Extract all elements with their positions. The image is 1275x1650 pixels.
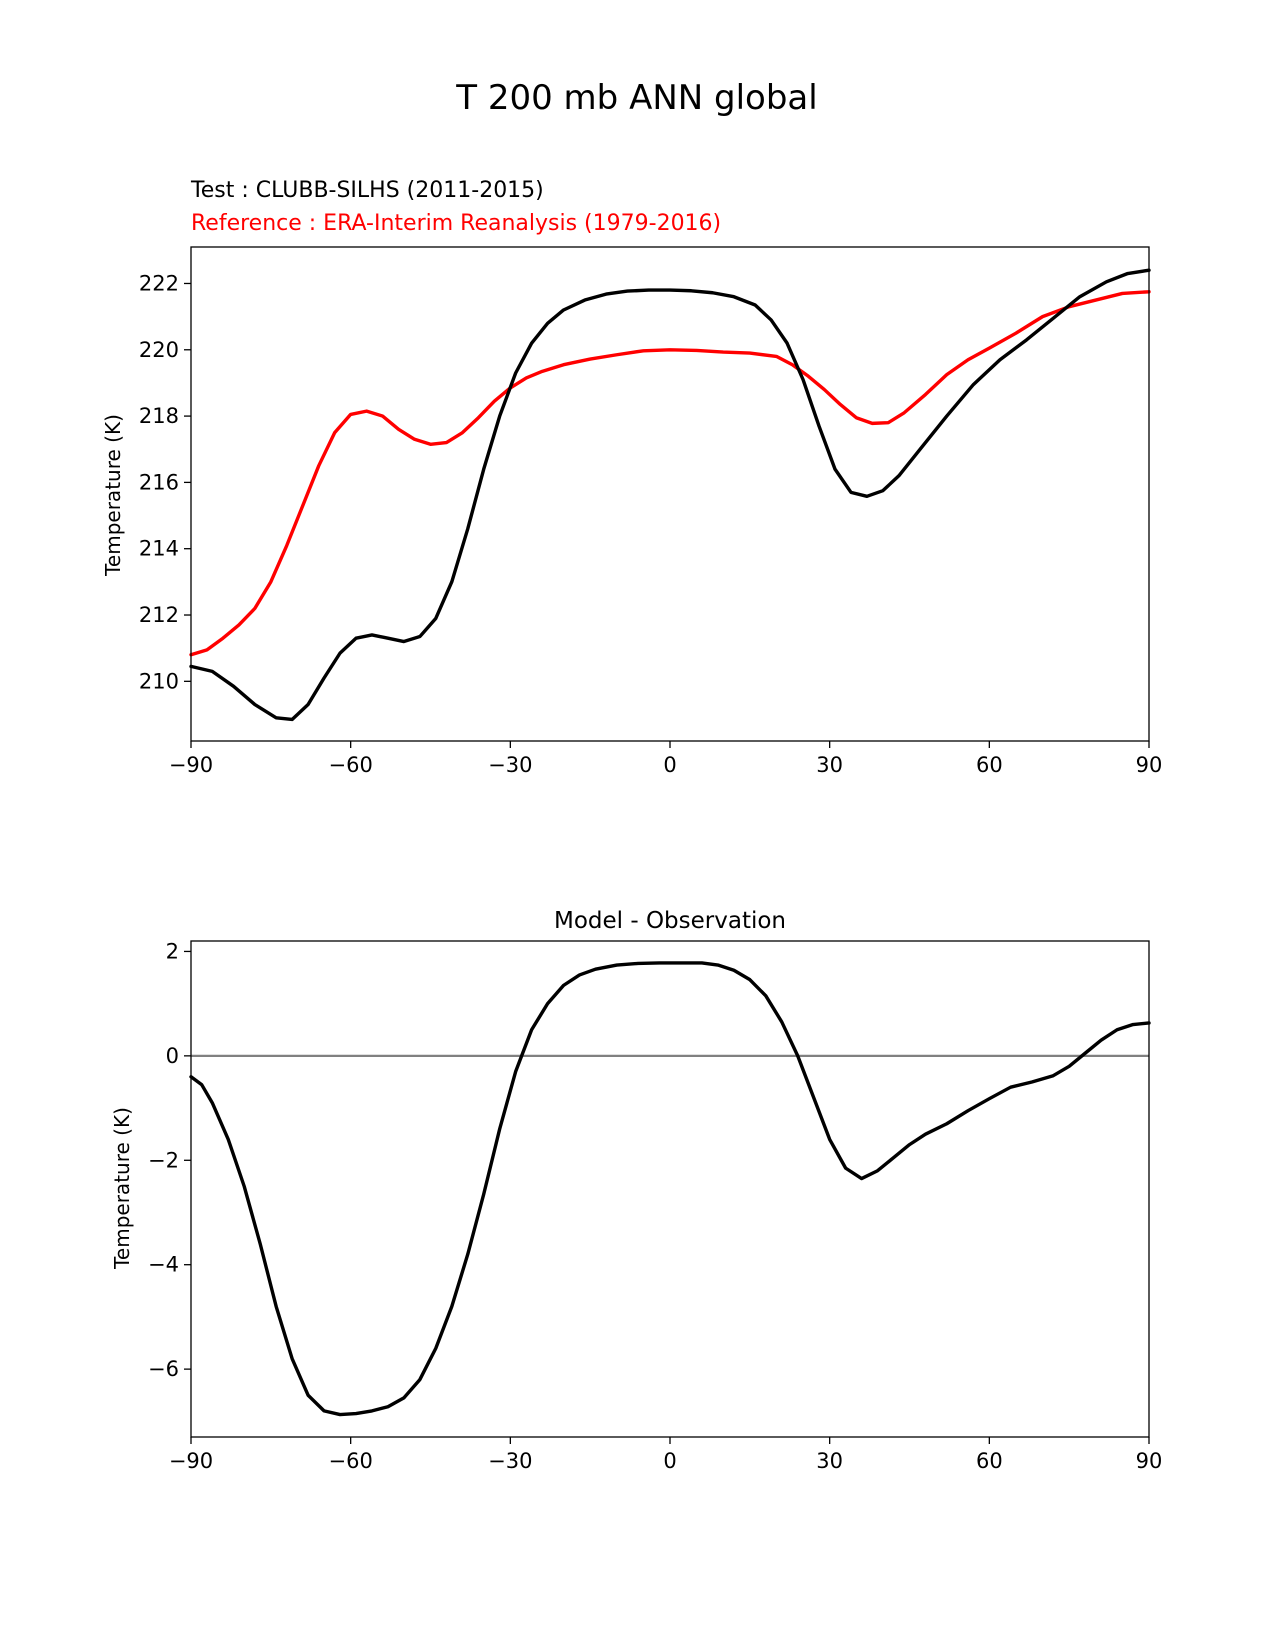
y-tick-label: −4 — [148, 1253, 179, 1277]
x-tick-label: −60 — [329, 1449, 373, 1473]
x-tick-label: 0 — [663, 1449, 676, 1473]
top-y-axis-label: Temperature (K) — [101, 414, 125, 577]
top-plot-frame — [190, 246, 1150, 742]
y-tick-label: 216 — [139, 470, 179, 494]
bottom-lines — [189, 961, 1151, 1417]
x-tick-label: 90 — [1136, 753, 1163, 777]
x-tick-label: 0 — [663, 753, 676, 777]
top-panel: Test : CLUBB-SILHS (2011-2015) Reference… — [101, 178, 1162, 777]
test-series-line — [189, 268, 1151, 722]
bottom-y-axis-label: Temperature (K) — [110, 1107, 134, 1270]
bottom-plot-frame — [190, 940, 1150, 1438]
x-tick-label: 30 — [816, 1449, 843, 1473]
x-tick-label: −30 — [488, 753, 532, 777]
x-tick-label: −30 — [488, 1449, 532, 1473]
bottom-panel: Model - Observation Temperature (K) −90−… — [110, 908, 1162, 1473]
y-tick-label: −2 — [148, 1148, 179, 1172]
bottom-ticks: −90 −60 −30 0 30 60 90 −6 −4 −2 0 2 — [148, 939, 1162, 1473]
test-label: Test : CLUBB-SILHS (2011-2015) — [190, 178, 544, 203]
y-tick-label: 0 — [166, 1044, 179, 1068]
x-tick-label: 60 — [976, 753, 1003, 777]
y-tick-label: 222 — [139, 271, 179, 295]
top-ticks: −90 −60 −30 0 30 60 90 210 212 214 216 218 220 222 — [139, 271, 1162, 777]
x-tick-label: 90 — [1136, 1449, 1163, 1473]
difference-series-line — [189, 961, 1151, 1417]
x-tick-label: 30 — [816, 753, 843, 777]
x-tick-label: −60 — [329, 753, 373, 777]
bottom-title: Model - Observation — [554, 908, 786, 934]
y-tick-label: 218 — [139, 404, 179, 428]
y-tick-label: 212 — [139, 603, 179, 627]
y-tick-label: −6 — [148, 1357, 179, 1381]
y-tick-label: 214 — [139, 537, 179, 561]
reference-series-line — [189, 290, 1151, 657]
y-tick-label: 220 — [139, 338, 179, 362]
x-tick-label: −90 — [169, 1449, 213, 1473]
y-tick-label: 210 — [139, 669, 179, 693]
y-tick-label: 2 — [166, 939, 179, 963]
x-tick-label: 60 — [976, 1449, 1003, 1473]
top-lines — [189, 268, 1151, 722]
reference-label: Reference : ERA-Interim Reanalysis (1979… — [191, 211, 721, 236]
x-tick-label: −90 — [169, 753, 213, 777]
figure-title: T 200 mb ANN global — [455, 78, 817, 118]
